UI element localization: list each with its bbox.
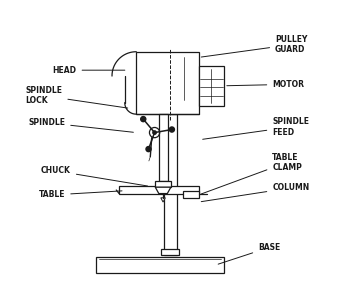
Text: COLUMN: COLUMN <box>201 183 310 201</box>
Bar <box>155 181 171 187</box>
Text: SPINDLE
FEED: SPINDLE FEED <box>203 117 309 139</box>
Bar <box>164 114 176 255</box>
Bar <box>136 52 199 114</box>
Text: TABLE
CLAMP: TABLE CLAMP <box>201 153 302 194</box>
Bar <box>97 257 224 273</box>
Bar <box>159 114 168 181</box>
Circle shape <box>146 146 151 152</box>
Text: SPINDLE: SPINDLE <box>28 118 133 132</box>
Text: CHUCK: CHUCK <box>41 166 148 186</box>
Bar <box>119 186 199 194</box>
Text: SPINDLE
LOCK: SPINDLE LOCK <box>25 86 128 108</box>
Text: MOTOR: MOTOR <box>227 80 304 89</box>
Circle shape <box>141 117 146 122</box>
Polygon shape <box>155 187 171 194</box>
Bar <box>183 191 199 198</box>
Polygon shape <box>161 198 165 202</box>
Bar <box>199 66 224 106</box>
Text: TABLE: TABLE <box>39 190 122 200</box>
Text: HEAD: HEAD <box>53 66 125 75</box>
Text: BASE: BASE <box>218 243 280 264</box>
Circle shape <box>153 131 156 134</box>
Circle shape <box>169 127 175 132</box>
Bar <box>161 249 179 255</box>
Text: PULLEY
GUARD: PULLEY GUARD <box>201 35 307 57</box>
